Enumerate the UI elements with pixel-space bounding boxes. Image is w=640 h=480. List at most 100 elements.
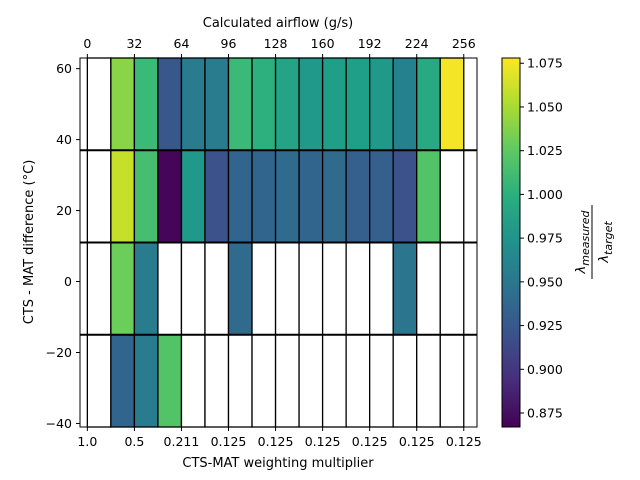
heatmap-cell-r2-c5 [204, 241, 230, 336]
top-tick-label: 32 [126, 36, 142, 51]
y-tick-label: 40 [56, 132, 72, 147]
heatmap-cell-r3-c2 [133, 334, 159, 428]
heatmap-cell-r2-c13 [392, 241, 418, 336]
y-tick-label: −40 [46, 416, 72, 431]
colorbar-label-num-base: λ [574, 266, 589, 275]
heatmap-cell-r0-c12 [369, 57, 394, 151]
heatmap-cell-r0-c13 [392, 57, 418, 151]
heatmap-cell-r0-c15 [439, 57, 465, 151]
colorbar-ticks: 0.875 0.900 0.925 0.950 0.975 1.000 1.025 1.050… [520, 56, 563, 421]
colorbar-tick-label: 1.075 [527, 56, 563, 71]
heatmap-cell-r2-c11 [345, 241, 371, 336]
y-axis-title: CTS - MAT difference (°C) [22, 160, 37, 325]
y-tick-label: 60 [56, 61, 72, 76]
bottom-axis: 1.0 0.5 0.211 0.125 0.125 0.125 0.125 0.125 0.12… [77, 427, 482, 449]
heatmap-cell-r1-c8 [274, 149, 300, 244]
top-tick-label: 224 [405, 36, 429, 51]
bottom-tick-label: 0.125 [211, 434, 247, 449]
heatmap-cell-r1-c12 [369, 149, 394, 244]
top-tick-label: 96 [221, 36, 237, 51]
row-separators [80, 149, 477, 336]
heatmap-cell-r2-c7 [251, 241, 277, 336]
heatmap-cell-r0-c10 [321, 57, 347, 151]
heatmap-cell-r3-c14 [416, 334, 441, 428]
colorbar-tick-label: 0.950 [527, 274, 563, 289]
heatmap-cell-r0-c9 [298, 57, 324, 151]
heatmap-cell-r2-c6 [227, 241, 253, 336]
heatmap-cell-r1-c2 [133, 149, 159, 244]
heatmap-cell-r2-c10 [321, 241, 347, 336]
heatmap-cell-r0-c8 [274, 57, 300, 151]
heatmap-cell-r3-c12 [369, 334, 394, 428]
colorbar-label-num-sub: measured [579, 210, 592, 266]
heatmap-cell-r3-c5 [204, 334, 230, 428]
heatmap-cell-r2-c1 [110, 241, 136, 336]
heatmap-cell-r3-c7 [251, 334, 277, 428]
heatmap-cell-r3-c3 [157, 334, 183, 428]
heatmap-cell-r1-c14 [416, 149, 441, 244]
bottom-tick-label: 0.125 [258, 434, 294, 449]
heatmap-cell-r2-c15 [439, 241, 465, 336]
heatmap-cell-r1-c5 [204, 149, 230, 244]
y-tick-label: 20 [56, 203, 72, 218]
x-axis-title: CTS-MAT weighting multiplier [182, 456, 374, 471]
heatmap-cell-r3-c4 [180, 334, 206, 428]
colorbar-label-den-base: λ [597, 255, 612, 264]
svg-text:λtarget: λtarget [597, 221, 615, 264]
heatmap-cell-r2-c2 [133, 241, 159, 336]
colorbar-label: λmeasured λtarget [574, 205, 615, 279]
heatmap-cell-r3-c9 [298, 334, 324, 428]
heatmap-cell-r1-c13 [392, 149, 418, 244]
colorbar-tick-label: 1.000 [527, 187, 563, 202]
bottom-tick-label: 0.125 [352, 434, 388, 449]
bottom-tick-label: 1.0 [77, 434, 97, 449]
y-tick-label: 0 [64, 274, 72, 289]
svg-text:λmeasured: λmeasured [574, 210, 592, 275]
heatmap-cell-r3-c10 [321, 334, 347, 428]
bottom-tick-label: 0.125 [399, 434, 435, 449]
heatmap-cell-r2-c8 [274, 241, 300, 336]
top-axis: 0 32 64 96 128 160 192 224 256 [83, 36, 476, 58]
top-tick-label: 192 [358, 36, 382, 51]
plot-frame [79, 57, 478, 428]
colorbar-label-den-sub: target [602, 221, 615, 255]
colorbar-tick-label: 0.925 [527, 318, 563, 333]
colorbar [501, 57, 521, 428]
colorbar-tick-label: 0.900 [527, 362, 563, 377]
heatmap-cell-r3-c11 [345, 334, 371, 428]
bottom-tick-label: 0.5 [124, 434, 144, 449]
top-tick-label: 128 [264, 36, 288, 51]
heatmap-cell-r0-c7 [251, 57, 277, 151]
heatmap-cell-r0-c4 [180, 57, 206, 151]
heatmap-cell-r2-c9 [298, 241, 324, 336]
top-tick-label: 64 [174, 36, 190, 51]
heatmap-cell-r2-c12 [369, 241, 394, 336]
colorbar-tick-label: 0.875 [527, 406, 563, 421]
heatmap-cell-r1-c3 [157, 149, 183, 244]
heatmap-cell-r3-c13 [392, 334, 418, 428]
heatmap-cell-r0-c11 [345, 57, 371, 151]
heatmap-cell-r0-c14 [416, 57, 441, 151]
top-tick-label: 160 [311, 36, 335, 51]
colorbar-tick-label: 1.050 [527, 99, 563, 114]
heatmap-cell-r0-c3 [157, 57, 183, 151]
heatmap-cell-r0-c5 [204, 57, 230, 151]
heatmap-cell-r1-c10 [321, 149, 347, 244]
heatmap-cell-r1-c6 [227, 149, 253, 244]
heatmap-cell-r2-c4 [180, 241, 206, 336]
colorbar-tick-label: 1.025 [527, 143, 563, 158]
bottom-tick-label: 0.125 [446, 434, 482, 449]
heatmap-cell-r1-c11 [345, 149, 371, 244]
heatmap-cell-r3-c6 [227, 334, 253, 428]
heatmap-cell-r2-c0 [86, 241, 112, 336]
heatmap-cell-r1-c9 [298, 149, 324, 244]
heatmap-cell-r0-c0 [86, 57, 112, 151]
heatmap-cell-r3-c15 [439, 334, 465, 428]
heatmap-cell-r2-c14 [416, 241, 441, 336]
heatmap-cell-r0-c1 [110, 57, 136, 151]
heatmap-cell-r1-c4 [180, 149, 206, 244]
top-axis-title: Calculated airflow (g/s) [203, 16, 353, 31]
heatmap-cell-r1-c15 [439, 149, 465, 244]
bottom-tick-label: 0.125 [305, 434, 341, 449]
